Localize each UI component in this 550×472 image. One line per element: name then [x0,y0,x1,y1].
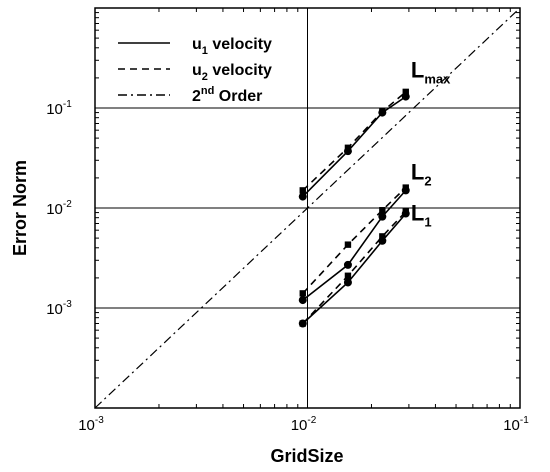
y-tick-exp: -1 [63,99,72,110]
legend-label-main: u [192,36,202,53]
legend-label-sub: 2 [202,71,208,83]
legend-label: u1 velocity [192,36,272,57]
series-point [298,296,307,305]
legend-label-post: velocity [208,62,272,79]
legend-label-main: 2 [192,88,201,105]
legend-label-post: velocity [208,36,272,53]
series-point [299,320,306,327]
x-axis-title: GridSize [270,446,343,466]
x-tick-label: 10-1 [503,415,529,434]
x-tick-label: 10-2 [291,415,317,434]
series-line-4 [302,187,407,294]
series-line-3 [302,189,407,301]
series-point [379,207,386,214]
y-tick-label: 10-2 [46,199,72,218]
annotation-main: L [411,57,424,82]
y-tick-exp: -3 [63,299,72,310]
series-point [379,108,386,115]
legend-label: u2 velocity [192,62,272,83]
y-tick-base: 10 [46,201,63,218]
legend-label-sup: nd [201,85,214,97]
x-tick-label: 10-3 [78,415,104,434]
series-point [343,260,352,269]
series-point [378,212,387,221]
reference-line [94,7,521,409]
y-tick-label: 10-3 [46,299,72,318]
x-tick-exp: -1 [520,415,529,426]
annotation-sub: 2 [424,174,431,189]
legend-label-sub: 1 [202,45,208,57]
annotation-sub: max [424,71,451,86]
y-tick-base: 10 [46,101,63,118]
series-point [344,241,352,248]
x-tick-exp: -2 [307,415,316,426]
y-axis-title: Error Norm [10,160,30,256]
series-point [299,290,306,297]
x-tick-base: 10 [78,417,95,434]
series-point [402,208,409,215]
series-line-5 [302,213,407,325]
annotation-label: L2 [411,160,432,189]
y-tick-exp: -2 [63,199,72,210]
series-point [344,144,352,151]
annotation-sub: 1 [424,215,431,230]
series-line-6 [302,211,407,325]
x-tick-base: 10 [503,417,520,434]
series-layer [298,88,410,328]
legend-label-post: Order [214,88,262,105]
series-point [298,192,307,201]
series-line-1 [302,95,407,198]
x-tick-labels: 10-3 10-2 10-1 [78,415,529,434]
annotation-main: L [411,201,424,226]
x-tick-exp: -3 [95,415,104,426]
reference-line-group [94,7,521,409]
series-point [343,278,352,287]
tick-marks [94,8,520,409]
series-point [379,233,386,240]
y-tick-base: 10 [46,301,63,318]
series-point [299,187,306,194]
legend-label-main: u [192,62,202,79]
annotation-label: L1 [411,201,432,230]
legend-label: 2nd Order [192,85,262,105]
x-tick-base: 10 [291,417,308,434]
series-point [344,272,352,279]
annotation-label: Lmax [411,57,451,86]
annotation-main: L [411,160,424,185]
y-tick-label: 10-1 [46,99,72,118]
series-point [402,184,409,191]
y-tick-labels: 10-310-210-1 [46,99,72,318]
series-point [402,88,409,96]
series-line-2 [302,91,407,191]
